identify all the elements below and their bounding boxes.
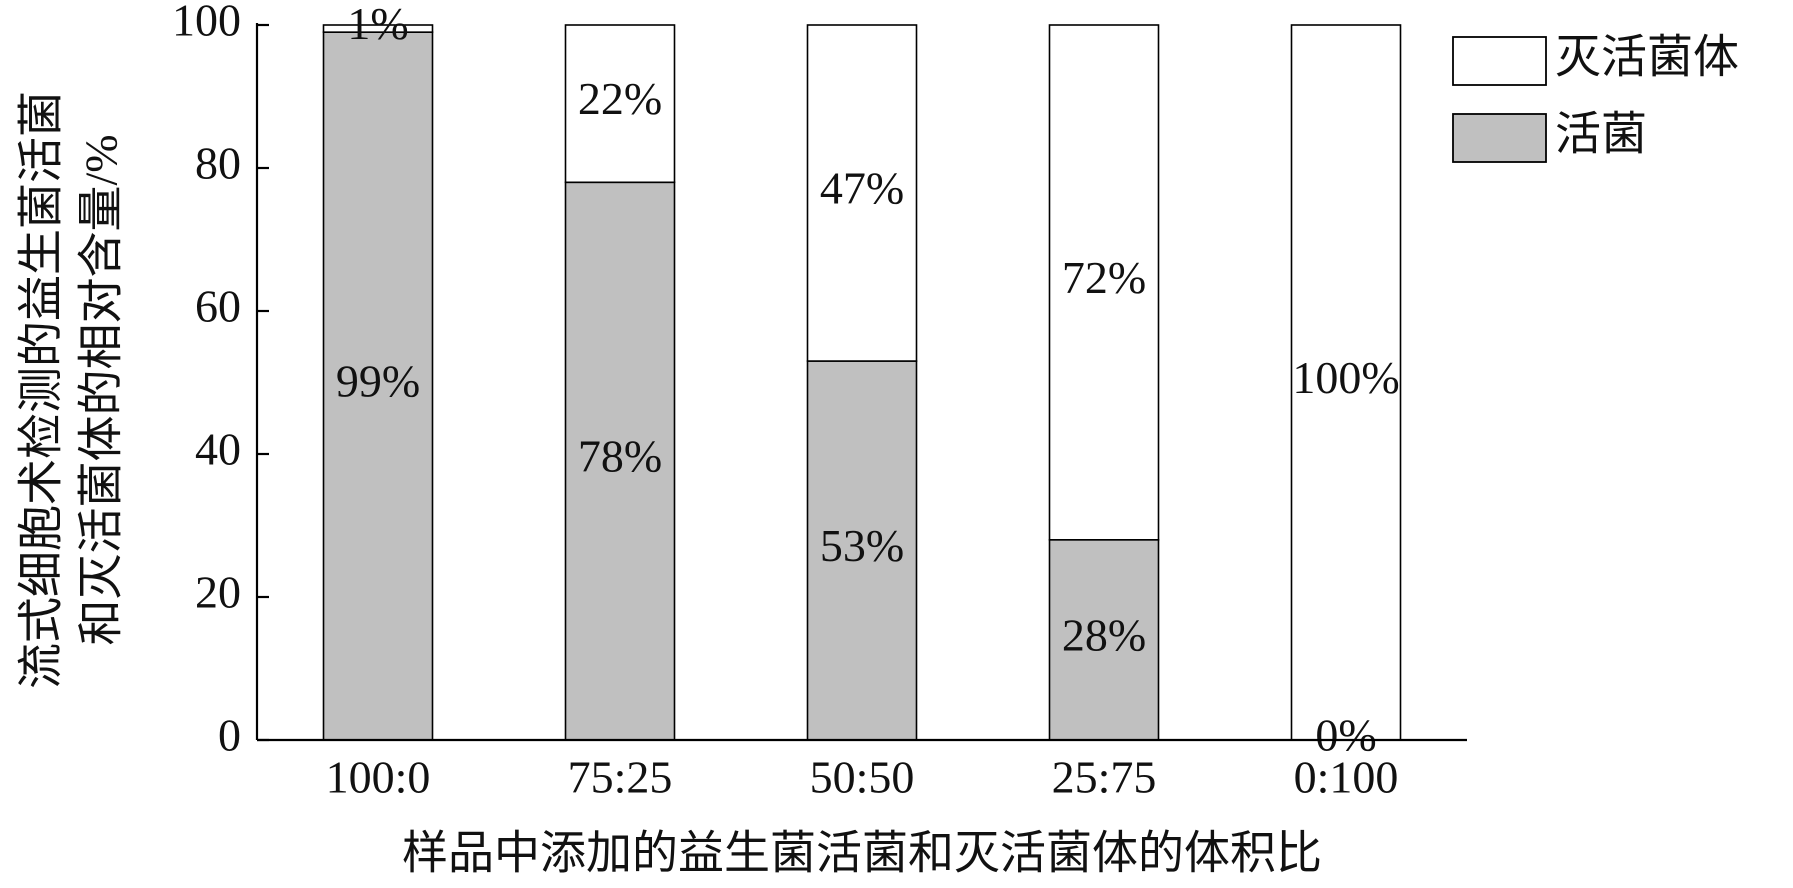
y-axis-title-line: 和灭活菌体的相对含量/% [76, 134, 127, 645]
x-axis-title: 样品中添加的益生菌活菌和灭活菌体的体积比 [402, 828, 1322, 879]
data-label: 22% [578, 73, 662, 124]
x-tick-label: 25:75 [1052, 752, 1157, 803]
data-label: 100% [1292, 352, 1399, 403]
data-label: 28% [1062, 609, 1146, 660]
bar-segment [806, 24, 918, 362]
data-label: 78% [578, 431, 662, 482]
bar-segment [564, 181, 676, 741]
x-tick-label: 75:25 [568, 752, 673, 803]
y-tick-label: 40 [195, 424, 241, 475]
y-axis-title-line: 流式细胞术检测的益生菌活菌 [16, 91, 67, 689]
data-label: 0% [1315, 710, 1376, 761]
data-label: 53% [820, 520, 904, 571]
y-tick-label: 0 [218, 710, 241, 761]
bar-segment [1290, 24, 1402, 741]
y-axis-title: 和灭活菌体的相对含量/% [76, 134, 127, 645]
data-label: 47% [820, 163, 904, 214]
bar-segment [1048, 24, 1160, 541]
data-label: 99% [336, 356, 420, 407]
y-tick-label: 20 [195, 567, 241, 618]
x-tick-label: 50:50 [810, 752, 915, 803]
legend-swatch [1452, 36, 1547, 86]
y-tick-label: 80 [195, 138, 241, 189]
y-axis-title: 流式细胞术检测的益生菌活菌 [16, 91, 67, 689]
x-tick-label: 100:0 [326, 752, 431, 803]
legend-label: 活菌 [1555, 109, 1647, 160]
data-label: 1% [347, 0, 408, 49]
y-tick-label: 60 [195, 281, 241, 332]
bar-segment [322, 24, 434, 33]
y-tick-label: 100 [172, 0, 241, 46]
legend-label: 灭活菌体 [1555, 32, 1739, 83]
data-label: 72% [1062, 252, 1146, 303]
legend-swatch [1452, 113, 1547, 163]
x-tick-label: 0:100 [1294, 752, 1399, 803]
bar-segment [564, 24, 676, 184]
